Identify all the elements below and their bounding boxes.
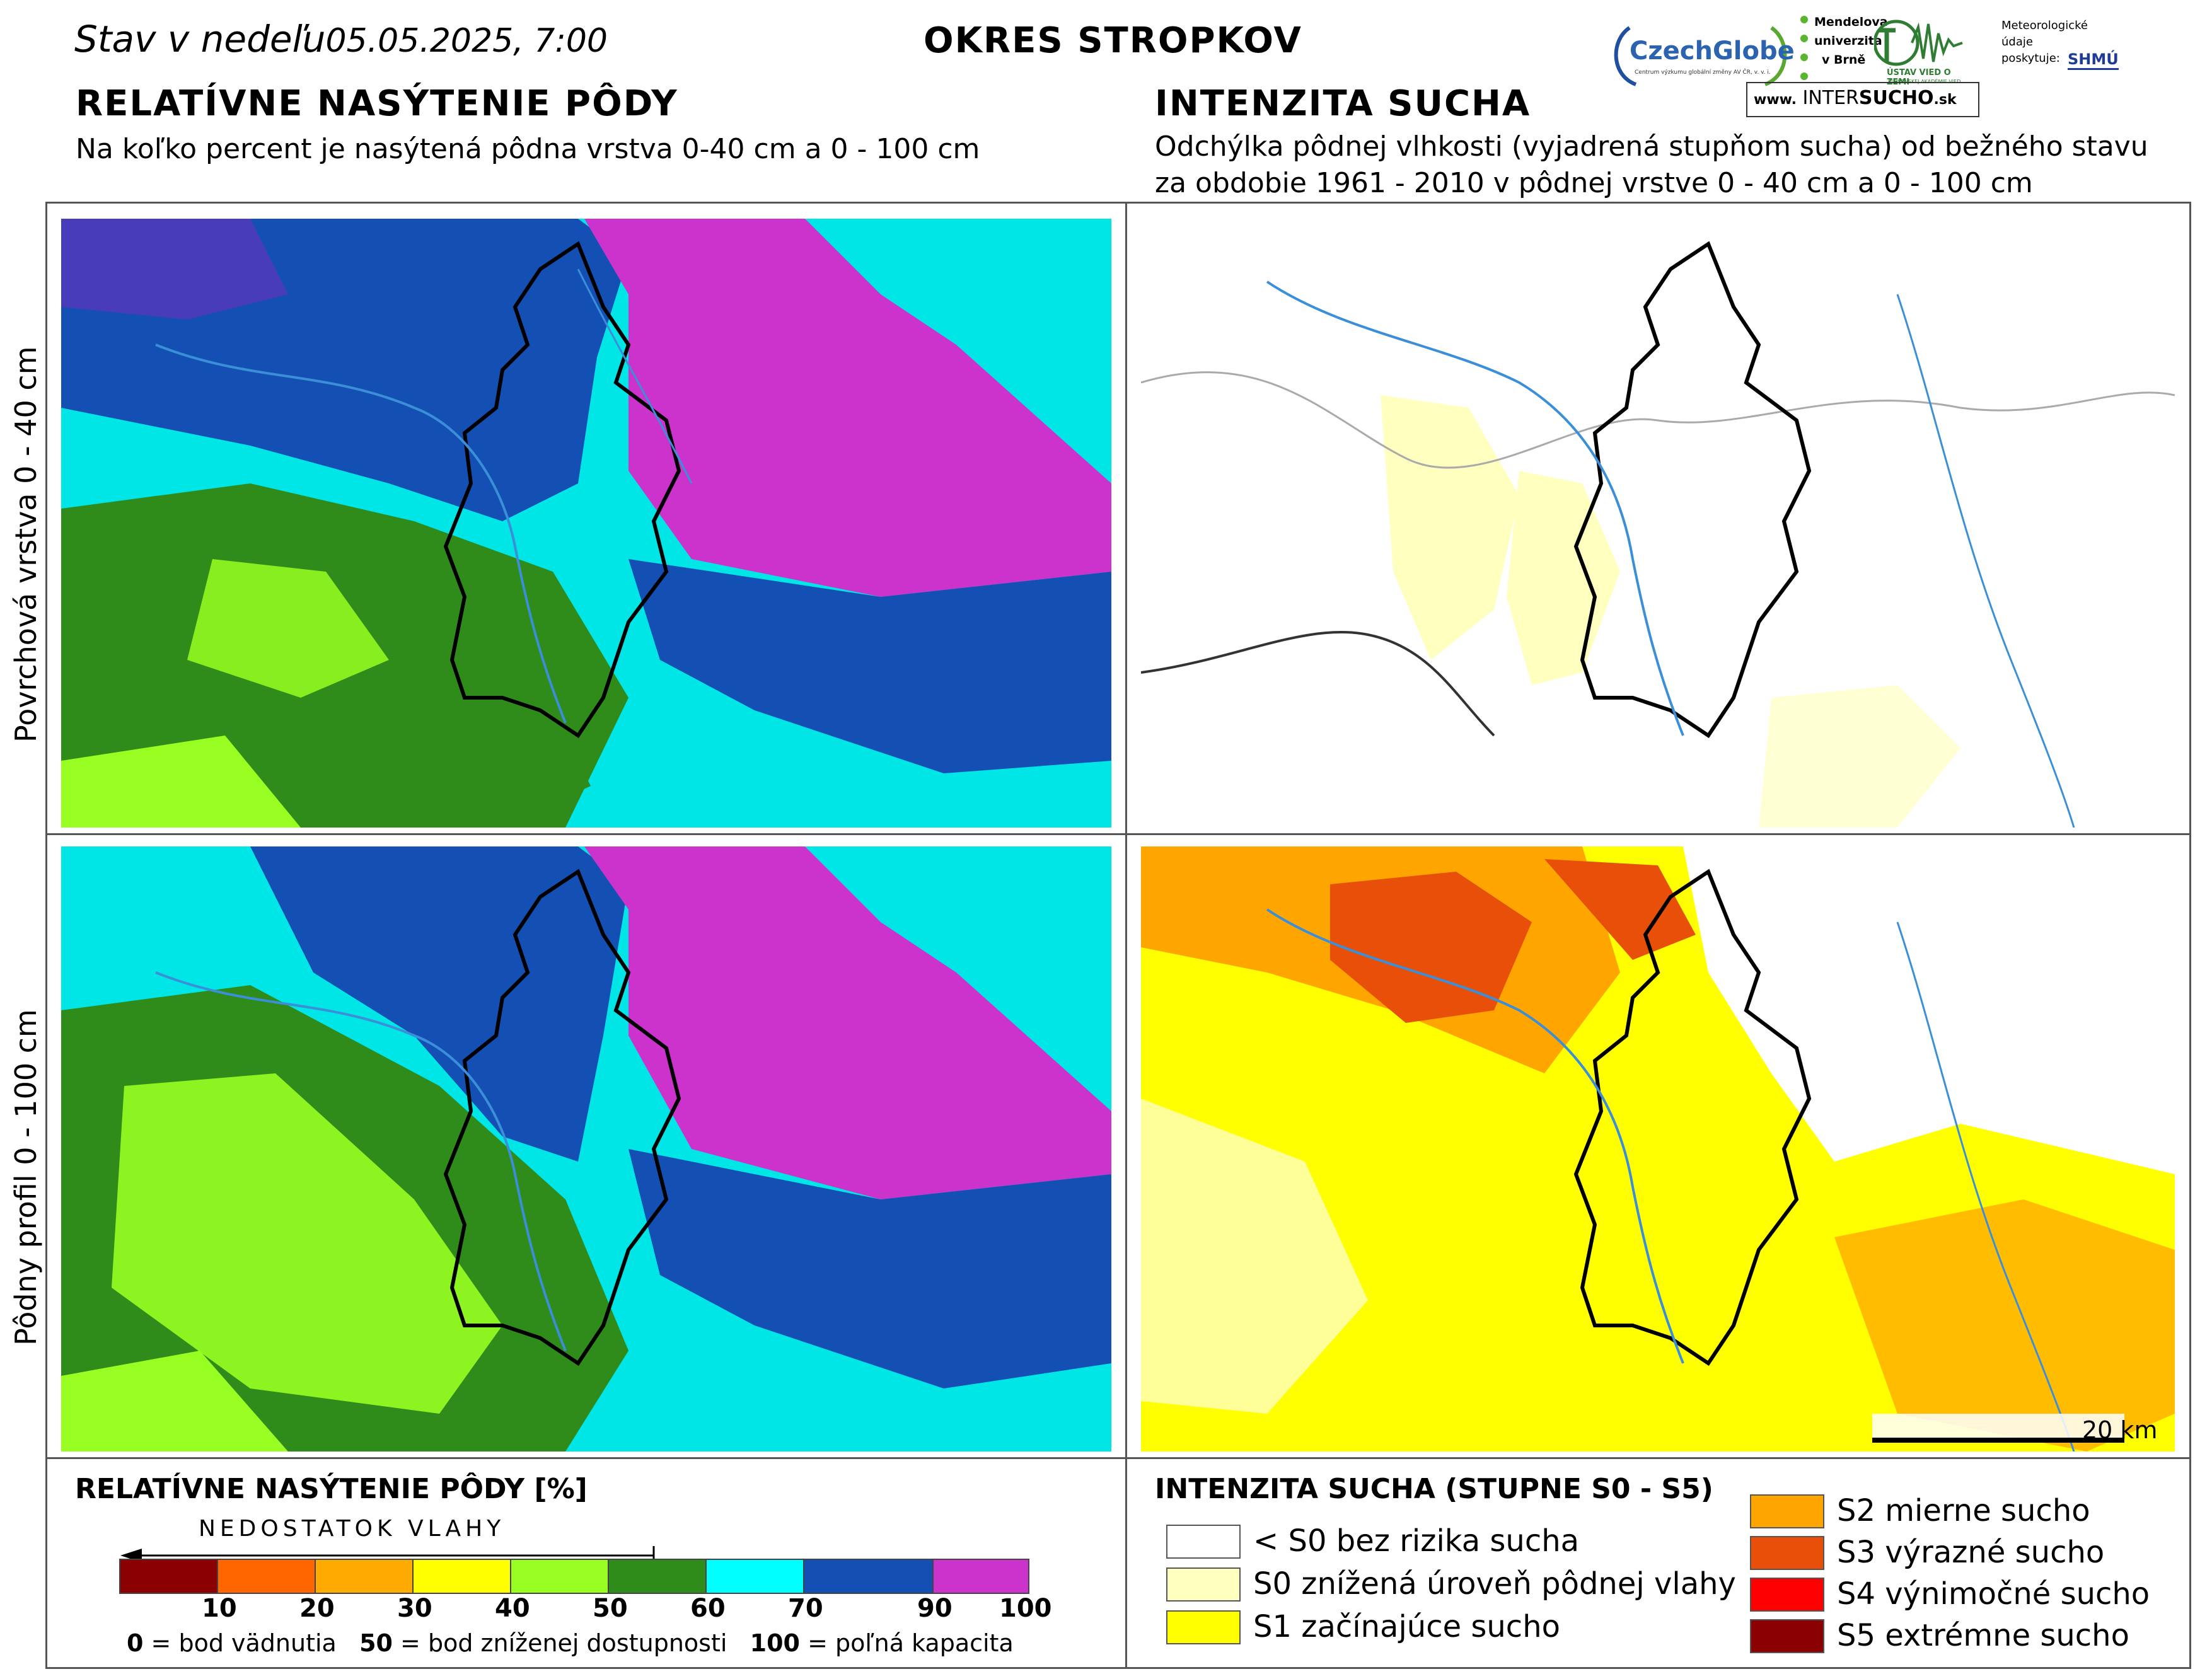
- mendelu-dots-icon: [1800, 16, 1808, 80]
- district-title: OKRES STROPKOV: [924, 20, 1302, 61]
- meteo-line-2: údaje: [2001, 35, 2033, 49]
- tick-90: 90: [917, 1594, 953, 1623]
- drought-legend: INTENZITA SUCHA (STUPNE S0 - S5) < S0 be…: [1125, 1457, 2191, 1669]
- intersucho-suffix: .sk: [1933, 92, 1957, 108]
- uvz-subtext: SLOVENSKEJ AKADÉMIE VIED: [1888, 79, 1961, 84]
- scale-cell-10-20: [218, 1560, 316, 1593]
- scale-cell-20-30: [316, 1560, 414, 1593]
- label-s4: S4 výnimočné sucho: [1837, 1576, 2150, 1612]
- scale-cell-50-60: [609, 1560, 707, 1593]
- scale-cell-0-10: [120, 1560, 218, 1593]
- intersucho-prefix: www.: [1754, 92, 1797, 108]
- scale-cell-30-40: [414, 1560, 511, 1593]
- drought-legend-title: INTENZITA SUCHA (STUPNE S0 - S5): [1155, 1473, 1713, 1505]
- date-value: 05.05.2025, 7:00: [325, 22, 608, 60]
- intersucho-inter: INTER: [1802, 87, 1859, 109]
- scale-cell-60-70: [707, 1560, 804, 1593]
- note-0-value: 0: [127, 1629, 144, 1657]
- date-prefix: Stav v nedeľu: [74, 18, 326, 61]
- label-s0: S0 znížená úroveň pôdnej vlahy: [1253, 1566, 1736, 1602]
- label-no-risk: < S0 bez rizika sucha: [1253, 1523, 1580, 1559]
- mendelu-line-3: v Brně: [1822, 53, 1866, 67]
- map-panel-saturation-bottom: [45, 833, 1127, 1461]
- right-section-subtitle-1: Odchýlka pôdnej vlhkosti (vyjadrená stup…: [1155, 130, 2148, 163]
- swatch-s1: [1166, 1610, 1241, 1644]
- row-label-bottom: Pôdny profil 0 - 100 cm: [9, 1009, 43, 1346]
- tick-10: 10: [202, 1594, 237, 1623]
- czechglobe-subtext: Centrum výzkumu globální změny AV ČR, v.…: [1635, 69, 1771, 76]
- czechglobe-swirl-icon: [1614, 26, 1787, 86]
- tick-30: 30: [397, 1594, 432, 1623]
- scale-bar-label: 20 km: [2082, 1416, 2158, 1444]
- swatch-s0: [1166, 1567, 1241, 1602]
- row-label-top: Povrchová vrstva 0 - 40 cm: [9, 346, 43, 742]
- mendelu-line-1: Mendelova: [1814, 15, 1888, 29]
- swatch-s5: [1750, 1619, 1824, 1653]
- saturation-legend-title: RELATÍVNE NASÝTENIE PÔDY [%]: [75, 1473, 588, 1505]
- tick-50: 50: [593, 1594, 628, 1623]
- map-panel-drought-bottom: 20 km: [1125, 833, 2191, 1461]
- meteo-line-1: Meteorologické: [2001, 19, 2088, 32]
- drought-map-topsoil: [1141, 219, 2175, 828]
- meteo-line-3: poskytuje:: [2001, 52, 2060, 65]
- label-s5: S5 extrémne sucho: [1837, 1618, 2129, 1653]
- saturation-map-profile: [61, 846, 1111, 1452]
- tick-40: 40: [495, 1594, 530, 1623]
- note-100-value: 100: [750, 1629, 800, 1657]
- note-50-text: = bod zníženej dostupnosti: [392, 1629, 727, 1657]
- swatch-s4: [1750, 1578, 1824, 1612]
- tick-70: 70: [788, 1594, 823, 1623]
- tick-60: 60: [690, 1594, 726, 1623]
- deficit-label: NEDOSTATOK VLAHY: [199, 1516, 506, 1542]
- scale-cell-40-50: [511, 1560, 609, 1593]
- intersucho-logo: www. INTERSUCHO.sk: [1746, 82, 1979, 117]
- left-section-subtitle: Na koľko percent je nasýtená pôdna vrstv…: [76, 133, 980, 165]
- saturation-color-scale: [119, 1559, 1029, 1594]
- swatch-s2: [1750, 1494, 1824, 1528]
- note-50-value: 50: [359, 1629, 393, 1657]
- saturation-legend: RELATÍVNE NASÝTENIE PÔDY [%] NEDOSTATOK …: [45, 1457, 1127, 1669]
- tick-20: 20: [299, 1594, 335, 1623]
- swatch-s3: [1750, 1536, 1824, 1570]
- czechglobe-name: CzechGlobe: [1630, 37, 1795, 66]
- czechglobe-logo: CzechGlobe Centrum výzkumu globální změn…: [1611, 15, 1795, 91]
- note-100-text: = poľná kapacita: [800, 1629, 1014, 1657]
- saturation-map-topsoil: [61, 219, 1111, 828]
- date-line: Stav v nedeľu05.05.2025, 7:00: [74, 18, 608, 61]
- left-section-title: RELATÍVNE NASÝTENIE PÔDY: [76, 83, 678, 124]
- right-section-subtitle-2: za obdobie 1961 - 2010 v pôdnej vrstve 0…: [1155, 167, 2033, 199]
- label-s1: S1 začínajúce sucho: [1253, 1609, 1560, 1644]
- mendelu-line-2: univerzita: [1814, 34, 1882, 48]
- note-0-text: = bod vädnutia: [143, 1629, 337, 1657]
- swatch-no-risk: [1166, 1525, 1241, 1559]
- logo-block: CzechGlobe Centrum výzkumu globální změn…: [1611, 11, 2134, 122]
- map-panel-saturation-top: [45, 202, 1127, 837]
- right-section-title: INTENZITA SUCHA: [1155, 83, 1531, 124]
- tick-100: 100: [999, 1594, 1052, 1623]
- seismograph-icon: [1873, 20, 1963, 66]
- meteo-provider: Meteorologické údaje poskytuje: SHMÚ: [2001, 19, 2134, 88]
- saturation-notes: 0 = bod vädnutia 50 = bod zníženej dostu…: [127, 1629, 1014, 1657]
- scale-cell-90-100: [934, 1560, 1028, 1593]
- intersucho-sucho: SUCHO: [1858, 87, 1934, 109]
- map-panel-drought-top: [1125, 202, 2191, 837]
- scale-cell-70-90: [804, 1560, 934, 1593]
- label-s2: S2 mierne sucho: [1837, 1493, 2090, 1528]
- uvz-logo: ÚSTAV VIED O ZEMI SLOVENSKEJ AKADÉMIE VI…: [1873, 18, 1975, 87]
- shmu-logo: SHMÚ: [2068, 50, 2119, 70]
- drought-map-profile: [1141, 846, 2175, 1452]
- mendelu-logo: Mendelova univerzita v Brně: [1797, 11, 1888, 93]
- label-s3: S3 výrazné sucho: [1837, 1535, 2105, 1570]
